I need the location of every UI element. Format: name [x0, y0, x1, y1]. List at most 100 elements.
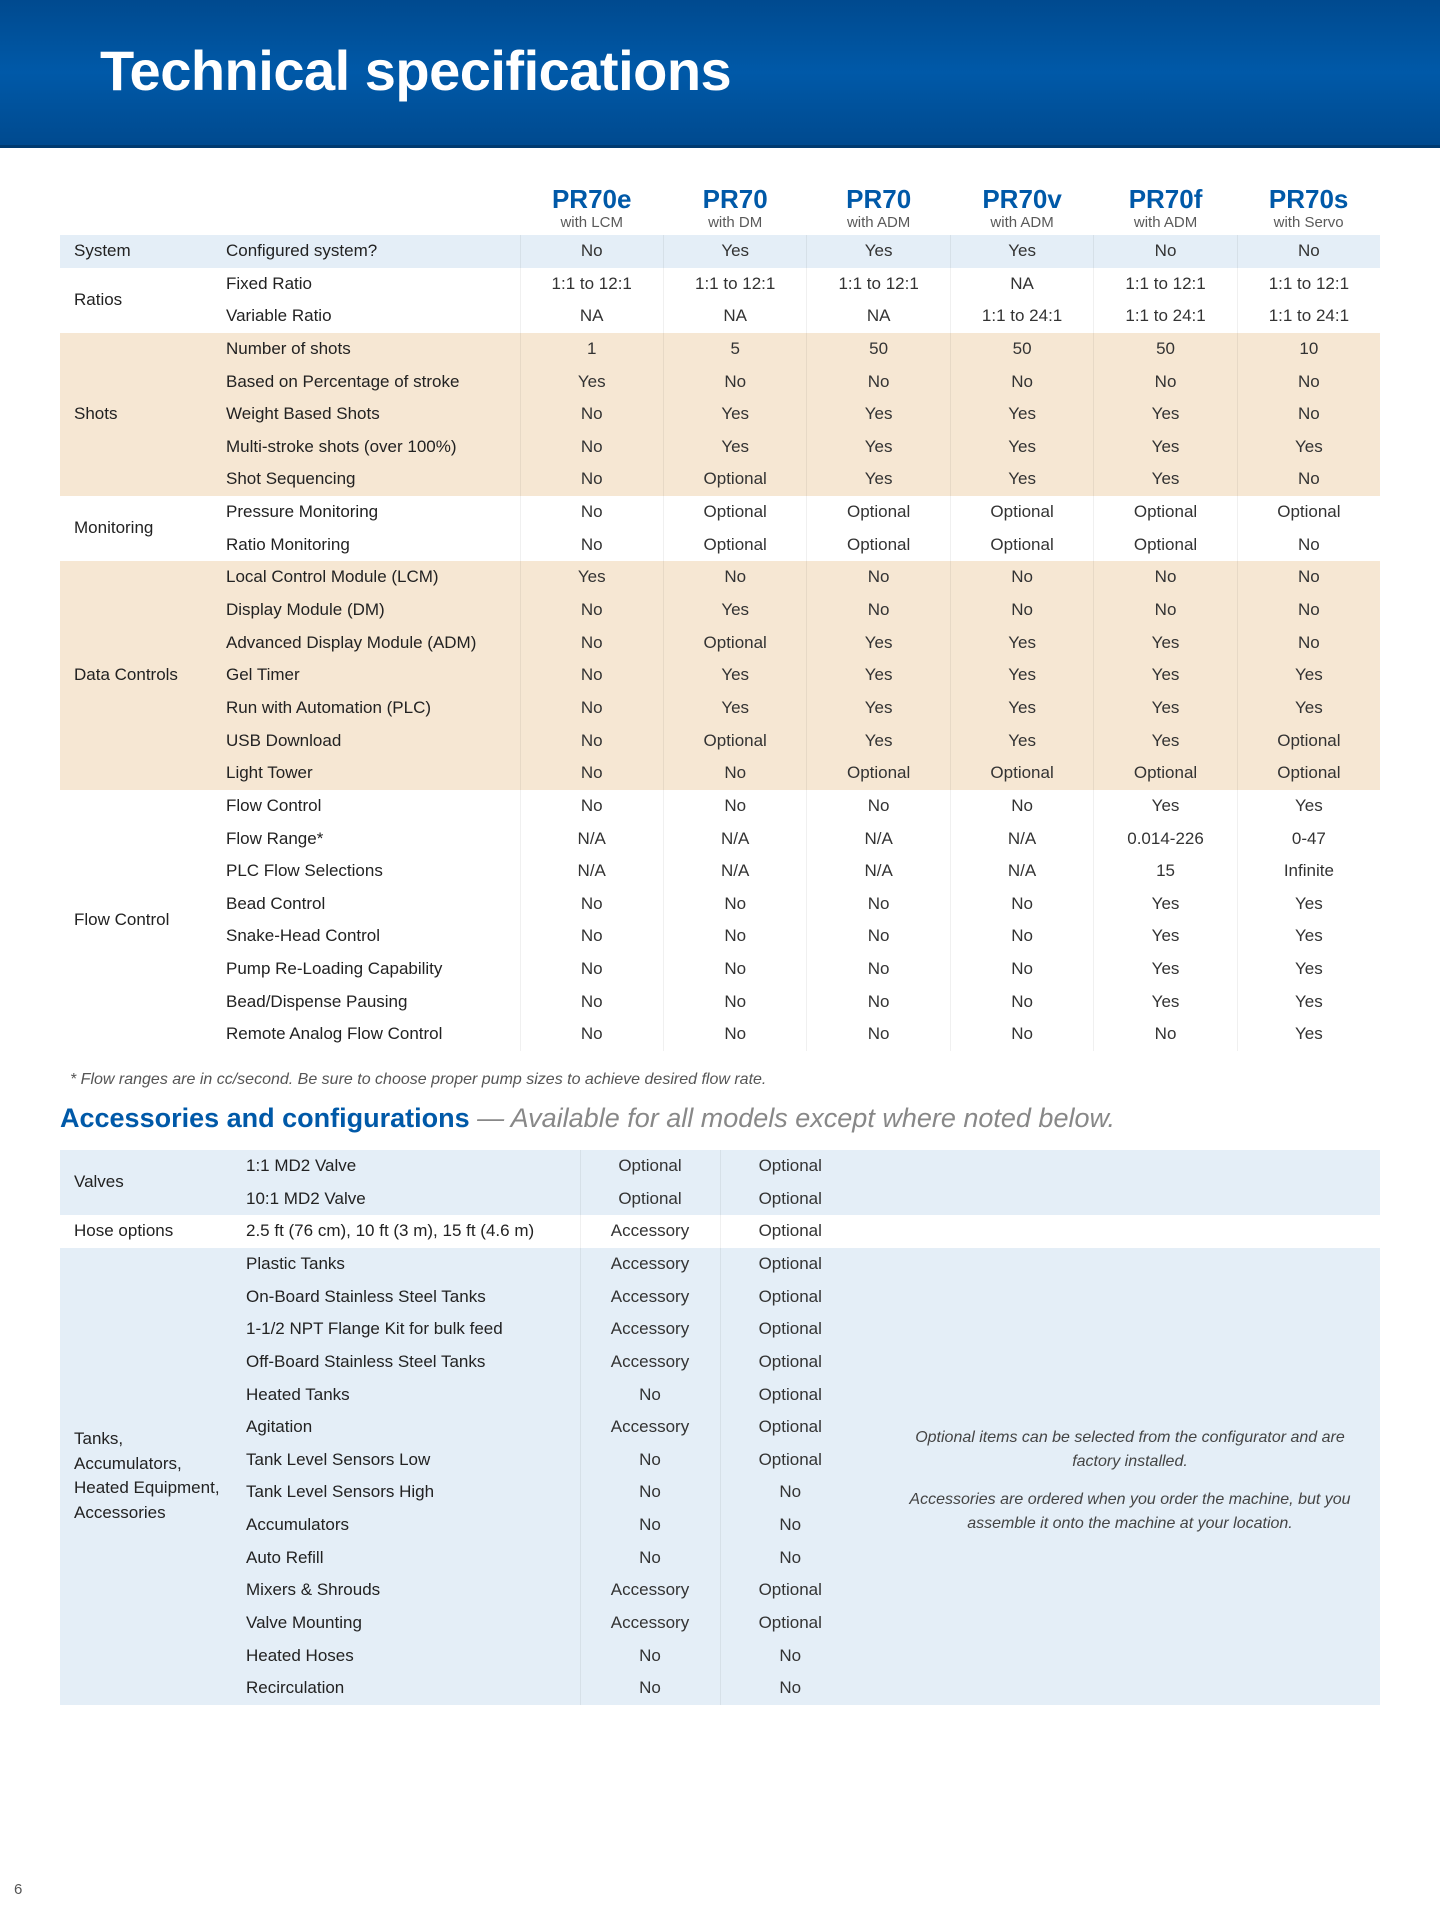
model-sub: with ADM [811, 214, 946, 231]
value-cell: Yes [1094, 627, 1237, 660]
sub-label: On-Board Stainless Steel Tanks [240, 1281, 580, 1314]
table-row: PLC Flow SelectionsN/AN/AN/AN/A15Infinit… [60, 855, 1380, 888]
value-cell: Optional [807, 496, 950, 529]
sub-label: Remote Analog Flow Control [220, 1018, 520, 1051]
value-cell: 1:1 to 12:1 [520, 268, 663, 301]
value-cell: Optional [580, 1183, 720, 1216]
category-cell: Valves [60, 1150, 240, 1215]
value-cell: Yes [807, 725, 950, 758]
value-cell: Yes [663, 398, 806, 431]
value-cell: 1:1 to 24:1 [950, 300, 1093, 333]
value-cell: No [663, 1018, 806, 1051]
value-cell: Yes [950, 463, 1093, 496]
value-cell: No [1237, 398, 1380, 431]
table-row: Bead/Dispense PausingNoNoNoNoYesYes [60, 986, 1380, 1019]
model-sub: with LCM [524, 214, 659, 231]
sub-label: Gel Timer [220, 659, 520, 692]
value-cell: 5 [663, 333, 806, 366]
value-cell: No [520, 496, 663, 529]
value-cell: Optional [1094, 757, 1237, 790]
value-cell: No [1237, 561, 1380, 594]
accessories-heading: Accessories and configurations — Availab… [60, 1103, 1380, 1134]
page-header: Technical specifications [0, 0, 1440, 148]
value-cell: NA [950, 268, 1093, 301]
value-cell: Optional [663, 496, 806, 529]
sub-label: USB Download [220, 725, 520, 758]
value-cell: N/A [950, 855, 1093, 888]
value-cell: 50 [950, 333, 1093, 366]
value-cell: Optional [950, 496, 1093, 529]
sub-label: 1:1 MD2 Valve [240, 1150, 580, 1183]
table-row: Data ControlsLocal Control Module (LCM)Y… [60, 561, 1380, 594]
value-cell: No [520, 463, 663, 496]
value-cell: N/A [807, 855, 950, 888]
accessories-heading-rest: — Available for all models except where … [470, 1103, 1115, 1133]
category-cell: Flow Control [60, 790, 220, 1051]
value-cell: Accessory [580, 1411, 720, 1444]
table-row: Variable RatioNANANA1:1 to 24:11:1 to 24… [60, 300, 1380, 333]
sub-label: Light Tower [220, 757, 520, 790]
sub-label: 2.5 ft (76 cm), 10 ft (3 m), 15 ft (4.6 … [240, 1215, 580, 1248]
accessories-table: Valves1:1 MD2 ValveOptionalOptional10:1 … [60, 1150, 1380, 1705]
value-cell: Optional [720, 1183, 860, 1216]
model-sub: with Servo [1241, 214, 1376, 231]
value-cell: Yes [663, 431, 806, 464]
value-cell: No [520, 757, 663, 790]
value-cell: Yes [807, 235, 950, 268]
sub-label: Number of shots [220, 333, 520, 366]
table-row: USB DownloadNoOptionalYesYesYesOptional [60, 725, 1380, 758]
value-cell: Optional [1237, 496, 1380, 529]
value-cell: Optional [720, 1379, 860, 1412]
value-cell: 50 [807, 333, 950, 366]
value-cell: Yes [663, 594, 806, 627]
value-cell: 1:1 to 12:1 [663, 268, 806, 301]
category-cell: Hose options [60, 1215, 240, 1248]
value-cell: Optional [807, 529, 950, 562]
value-cell: Yes [807, 431, 950, 464]
value-cell: Yes [1094, 920, 1237, 953]
table-row: Pump Re-Loading CapabilityNoNoNoNoYesYes [60, 953, 1380, 986]
value-cell: 1:1 to 12:1 [807, 268, 950, 301]
sub-label: Pressure Monitoring [220, 496, 520, 529]
value-cell: No [720, 1640, 860, 1673]
value-cell: No [720, 1672, 860, 1705]
value-cell: 1:1 to 12:1 [1237, 268, 1380, 301]
category-cell: Shots [60, 333, 220, 496]
value-cell: No [520, 659, 663, 692]
sub-label: Tank Level Sensors High [240, 1476, 580, 1509]
value-cell: No [720, 1509, 860, 1542]
value-cell: No [950, 1018, 1093, 1051]
value-cell: Yes [950, 235, 1093, 268]
sub-label: Pump Re-Loading Capability [220, 953, 520, 986]
value-cell: No [520, 235, 663, 268]
sub-label: Off-Board Stainless Steel Tanks [240, 1346, 580, 1379]
sub-label: 10:1 MD2 Valve [240, 1183, 580, 1216]
value-cell: Accessory [580, 1346, 720, 1379]
value-cell: No [520, 529, 663, 562]
sub-label: Ratio Monitoring [220, 529, 520, 562]
table-row: Based on Percentage of strokeYesNoNoNoNo… [60, 366, 1380, 399]
sub-label: Plastic Tanks [240, 1248, 580, 1281]
page-title: Technical specifications [100, 38, 1440, 103]
value-cell: No [663, 366, 806, 399]
value-cell: Yes [1094, 431, 1237, 464]
value-cell: Yes [1237, 953, 1380, 986]
value-cell: Yes [950, 659, 1093, 692]
value-cell: Yes [1237, 1018, 1380, 1051]
value-cell: No [720, 1476, 860, 1509]
value-cell: Optional [580, 1150, 720, 1183]
value-cell: No [807, 953, 950, 986]
value-cell: Yes [950, 725, 1093, 758]
value-cell: Optional [720, 1574, 860, 1607]
value-cell: N/A [950, 823, 1093, 856]
table-row: Flow Range*N/AN/AN/AN/A0.014-2260-47 [60, 823, 1380, 856]
table-row: Remote Analog Flow ControlNoNoNoNoNoYes [60, 1018, 1380, 1051]
value-cell: Optional [1237, 725, 1380, 758]
sub-label: Accumulators [240, 1509, 580, 1542]
value-cell: Optional [807, 757, 950, 790]
model-header: PR70with ADM [807, 178, 950, 235]
sub-label: Weight Based Shots [220, 398, 520, 431]
sub-label: Display Module (DM) [220, 594, 520, 627]
value-cell: No [520, 725, 663, 758]
value-cell: Yes [1094, 725, 1237, 758]
